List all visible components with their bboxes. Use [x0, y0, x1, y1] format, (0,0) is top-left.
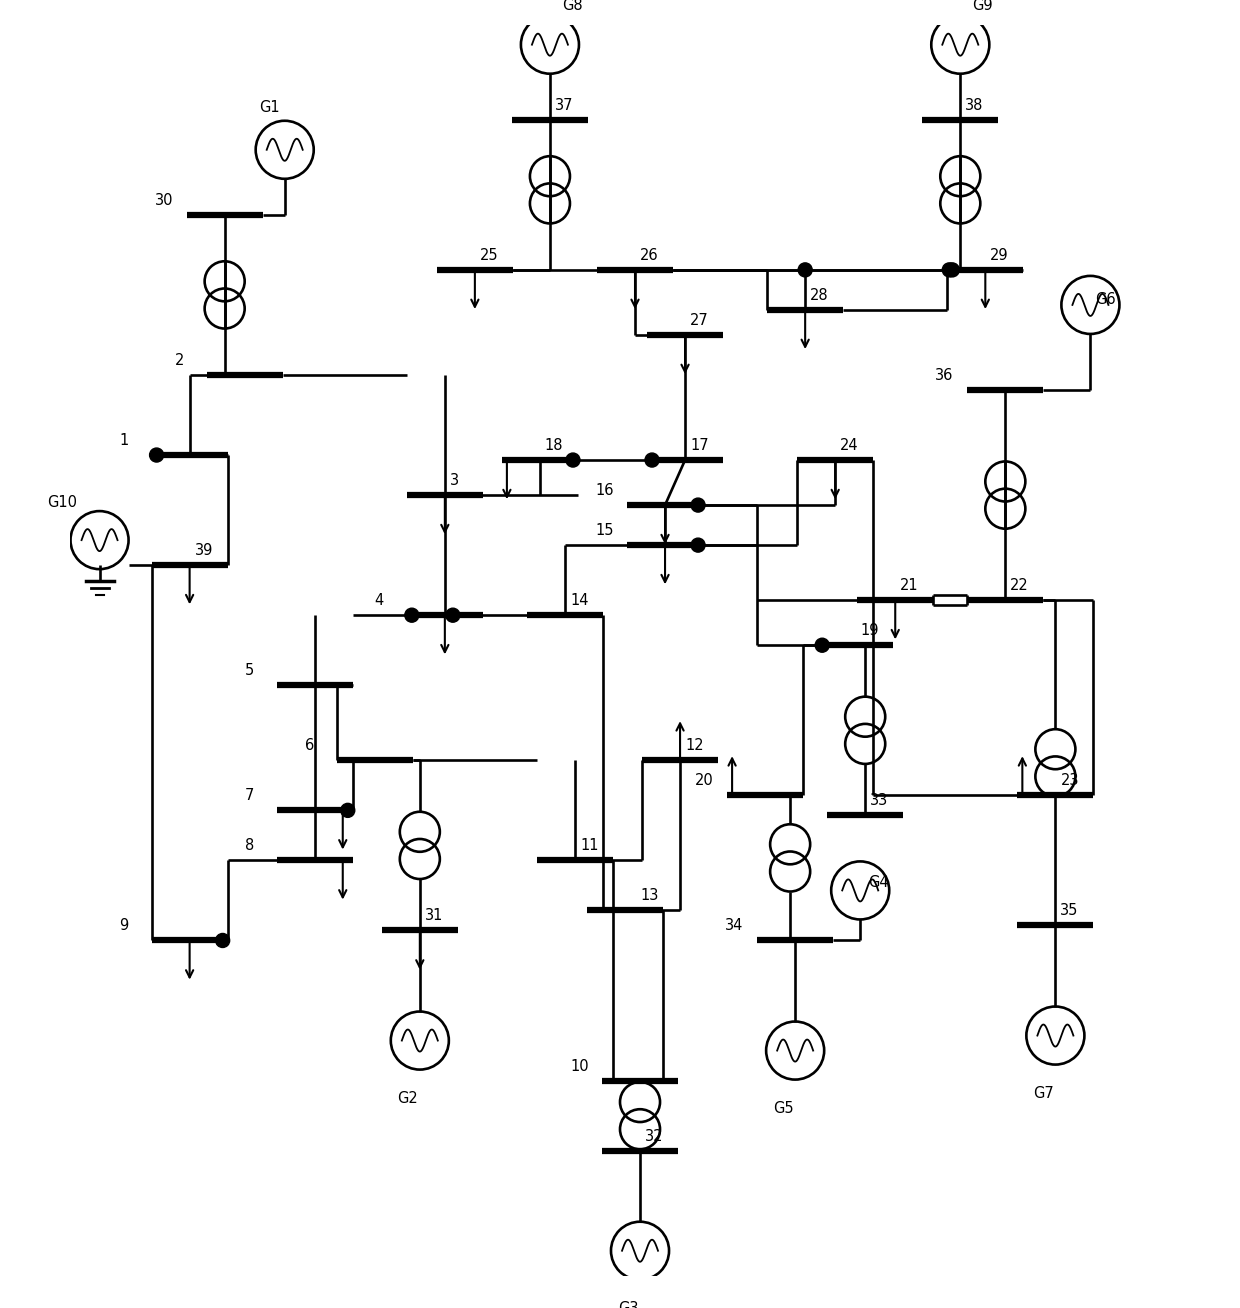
Text: 22: 22 — [1011, 578, 1029, 593]
Text: 2: 2 — [175, 353, 184, 368]
Text: G10: G10 — [47, 496, 77, 510]
Text: 4: 4 — [374, 594, 384, 608]
Text: 24: 24 — [841, 438, 859, 453]
Text: 3: 3 — [450, 473, 459, 488]
Text: 38: 38 — [965, 98, 983, 112]
Text: G6: G6 — [1095, 293, 1116, 307]
Text: 11: 11 — [580, 838, 599, 853]
Text: G1: G1 — [259, 99, 280, 115]
Circle shape — [942, 263, 956, 277]
Text: 26: 26 — [640, 249, 658, 263]
Text: 18: 18 — [544, 438, 563, 453]
Text: 9: 9 — [119, 918, 129, 934]
Text: 14: 14 — [570, 594, 589, 608]
Circle shape — [150, 449, 164, 462]
Text: G3: G3 — [618, 1301, 639, 1308]
Text: G7: G7 — [1033, 1086, 1054, 1100]
Text: 23: 23 — [1060, 773, 1079, 789]
Text: 27: 27 — [691, 313, 709, 328]
Text: 31: 31 — [425, 909, 443, 923]
Text: 36: 36 — [935, 368, 954, 383]
Circle shape — [815, 638, 830, 653]
Text: 19: 19 — [861, 623, 879, 638]
Text: 12: 12 — [684, 738, 703, 753]
Text: 28: 28 — [810, 288, 828, 303]
Text: 21: 21 — [900, 578, 919, 593]
Text: 29: 29 — [991, 249, 1009, 263]
Text: G5: G5 — [773, 1100, 794, 1116]
Text: G4: G4 — [868, 875, 889, 889]
Text: 20: 20 — [696, 773, 714, 789]
Circle shape — [945, 263, 960, 277]
Circle shape — [565, 453, 580, 467]
Text: 37: 37 — [556, 98, 573, 112]
Text: 34: 34 — [725, 918, 744, 934]
Text: G2: G2 — [398, 1091, 418, 1105]
Circle shape — [341, 803, 355, 818]
Text: 1: 1 — [119, 433, 129, 449]
Circle shape — [404, 608, 419, 623]
Text: 7: 7 — [244, 789, 254, 803]
Text: 39: 39 — [195, 543, 213, 559]
Text: 6: 6 — [305, 738, 314, 753]
Text: 30: 30 — [155, 192, 174, 208]
Text: 32: 32 — [645, 1129, 663, 1143]
Text: 35: 35 — [1060, 904, 1079, 918]
Text: 8: 8 — [244, 838, 254, 853]
Circle shape — [645, 453, 658, 467]
Circle shape — [691, 538, 706, 552]
Text: G8: G8 — [562, 0, 583, 13]
Circle shape — [691, 498, 706, 513]
Text: 25: 25 — [480, 249, 498, 263]
Text: G9: G9 — [972, 0, 993, 13]
Circle shape — [799, 263, 812, 277]
Text: 5: 5 — [244, 663, 254, 679]
Circle shape — [446, 608, 460, 623]
Text: 33: 33 — [870, 794, 889, 808]
Text: 17: 17 — [691, 438, 709, 453]
Text: 16: 16 — [595, 483, 614, 498]
Text: 13: 13 — [640, 888, 658, 904]
Circle shape — [216, 934, 229, 947]
Text: 10: 10 — [570, 1058, 589, 1074]
Text: 15: 15 — [595, 523, 614, 538]
